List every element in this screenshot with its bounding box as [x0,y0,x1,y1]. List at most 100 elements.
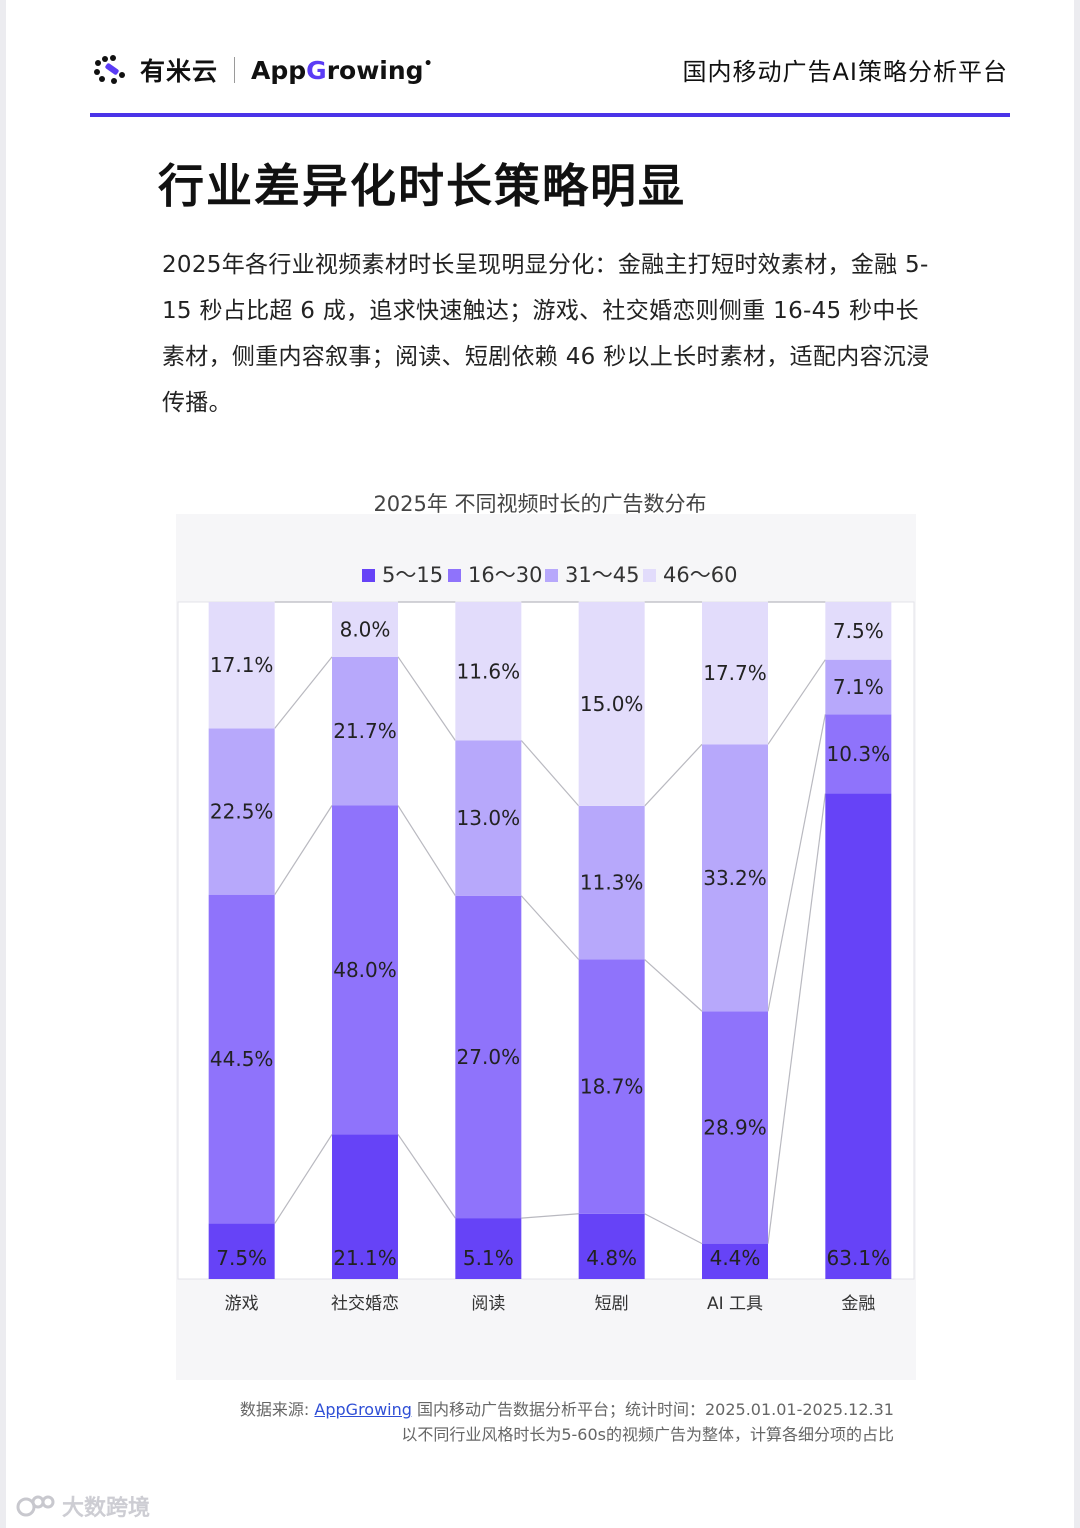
source-prefix: 数据来源: [239,1400,315,1419]
youmi-logo-icon [94,55,125,84]
bar-segment [578,602,645,806]
brand-en-suffix: rowing [326,55,424,85]
brand-logo: 有米云 AppGrowing• [92,50,433,90]
bar-segment [825,714,892,794]
connector-line [520,740,580,807]
data-label: 48.0% [333,958,397,982]
bar-stack: 4.8% 18.7% 11.3% 15.0% 短剧 [578,602,645,1314]
category-label: 阅读 [471,1294,505,1314]
data-label: 4.4% [710,1246,761,1270]
bar-segment [578,959,645,1214]
bar-segment [578,805,645,960]
connector-line [644,1213,703,1245]
data-label: 15.0% [580,692,644,716]
source-note: 数据来源: AppGrowing 国内移动广告数据分析平台；统计时间：2025.… [240,1397,894,1447]
category-label: 游戏 [225,1294,259,1314]
connector-line [521,1213,579,1219]
bar-segment [208,894,275,1224]
plot-area [177,601,915,1280]
data-label: 4.8% [586,1246,637,1270]
legend-label: 31～45 [565,563,639,587]
bar-segment [455,740,522,896]
source-line: 数据来源: AppGrowing 国内移动广告数据分析平台；统计时间：2025.… [240,1397,894,1422]
bar-stack: 21.1% 48.0% 21.7% 8.0% 社交婚恋 [331,602,399,1314]
bar-segment [208,602,275,729]
connector-line [397,656,456,741]
brand-en: AppGrowing• [251,56,433,85]
bar-stack: 4.4% 28.9% 33.2% 17.7% AI 工具 [702,602,768,1314]
source-link[interactable]: AppGrowing [314,1400,412,1419]
header-tagline: 国内移动广告AI策略分析平台 [682,58,1008,86]
report-page: 有米云 AppGrowing• 国内移动广告AI策略分析平台 行业差异化时长策略… [6,0,1074,1528]
bar-segment [455,895,522,1219]
data-label: 21.1% [333,1246,397,1270]
data-label: 44.5% [210,1047,274,1071]
watermark-logo-icon [16,1495,55,1517]
category-label: 金融 [841,1294,875,1314]
data-label: 17.1% [210,653,274,677]
connector-line [644,743,703,807]
data-label: 63.1% [827,1246,891,1270]
data-label: 21.7% [333,719,397,743]
brand-cn: 有米云 [140,57,219,86]
intro-paragraph: 2025年各行业视频素材时长呈现明显分化：金融主打短时效素材，金融 5-15 秒… [162,252,930,416]
logo-divider [234,57,236,83]
bar-segment [332,1134,398,1279]
connector-line [520,895,580,960]
watermark: 大数跨境 [16,1490,150,1522]
series-connectors [274,601,826,1245]
bar-segment [702,1243,768,1279]
bar-segment [332,805,398,1135]
bar-stack: 63.1% 10.3% 7.1% 7.5% 金融 [825,602,892,1314]
category-label: 短剧 [595,1294,629,1314]
legend-label: 46～60 [663,563,737,587]
connector-line [274,805,333,896]
bar-segment [455,602,522,741]
data-label: 18.7% [580,1075,644,1099]
data-label: 7.1% [833,675,884,699]
category-label: AI 工具 [707,1294,763,1314]
data-label: 7.5% [833,619,884,643]
connector-line [397,1134,456,1219]
legend-swatch [643,569,656,582]
legend-label: 16～30 [468,563,542,587]
brand-en-prefix: App [251,55,307,85]
connector-line [767,659,826,745]
data-label: 13.0% [457,806,521,830]
data-label: 5.1% [463,1246,514,1270]
data-label: 11.6% [457,659,521,683]
legend: 5～15 16～30 31～45 46～60 [362,563,737,587]
connector-line [274,1134,333,1224]
bar-segment [825,659,892,715]
brand-en-g: G [306,55,327,85]
connector-line [767,793,826,1244]
connector-line [644,959,703,1012]
source-rest: 国内移动广告数据分析平台；统计时间：2025.01.01-2025.12.31 [411,1400,894,1419]
source-method-note: 以不同行业风格时长为5-60s的视频广告为整体，计算各细分项的占比 [401,1425,894,1444]
chart-panel: 5～15 16～30 31～45 46～60 7.5% 44.5% 22.5% 17.1% 游戏… [176,514,916,1380]
connector-line [767,714,826,1012]
legend-swatch [545,569,558,582]
bar-segment [208,1223,275,1279]
category-label: 社交婚恋 [331,1293,399,1314]
page-title: 行业差异化时长策略明显 [158,159,686,213]
bar-segment [702,1011,768,1244]
bar-stack: 7.5% 44.5% 22.5% 17.1% 游戏 [208,602,275,1314]
stacked-bar-chart: 5～15 16～30 31～45 46～60 7.5% 44.5% 22.5% 17.1% 游戏… [177,563,915,1314]
chart-title: 2025年 不同视频时长的广告数分布 [373,492,707,516]
bar-segment [578,1213,645,1279]
bar-segment [702,744,768,1012]
data-label: 17.7% [703,661,767,685]
data-label: 27.0% [457,1045,521,1069]
data-label: 28.9% [703,1115,767,1139]
connector-line [397,805,456,897]
bar-segment [702,602,768,745]
data-label: 11.3% [580,871,644,895]
brand-en-mark: • [423,55,433,72]
data-label: 10.3% [827,742,891,766]
data-label: 7.5% [216,1246,267,1270]
bar-segment [825,602,892,660]
data-label: 22.5% [210,800,274,824]
bar-segment [208,728,275,895]
connector-line [274,656,333,729]
